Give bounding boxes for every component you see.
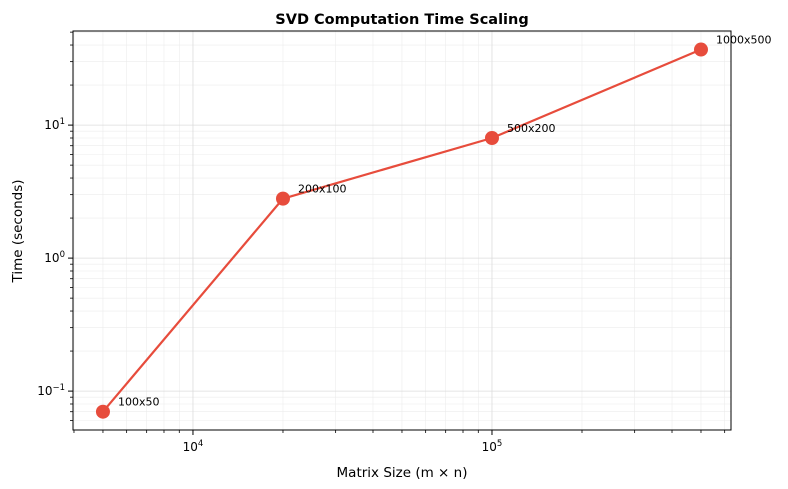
y-tick-label: 10−1 [37,383,65,398]
data-point-marker [484,130,499,145]
data-markers [95,42,708,419]
series-line [102,48,702,413]
data-line [102,48,702,413]
point-label: 500x200 [507,122,556,135]
data-point-marker [275,191,290,206]
point-label: 200x100 [298,183,347,196]
data-point-marker [95,404,110,419]
minor-gridlines [73,31,731,430]
point-annotations: 100x50 200x100 500x200 1000x500 [118,34,772,409]
point-label: 100x50 [118,396,160,409]
chart-title: SVD Computation Time Scaling [275,12,528,28]
y-axis-label: Time (seconds) [10,179,26,283]
data-point-marker [693,42,708,57]
point-label: 1000x500 [716,34,772,47]
x-axis-label: Matrix Size (m × n) [337,465,468,481]
y-axis-ticks: 10−1 100 101 [37,31,73,422]
x-axis-ticks: 104 105 [73,430,726,454]
y-tick-label: 101 [44,117,65,132]
x-tick-label: 105 [482,439,503,454]
x-tick-label: 104 [183,439,204,454]
major-gridlines [73,31,731,430]
y-tick-label: 100 [44,250,65,265]
